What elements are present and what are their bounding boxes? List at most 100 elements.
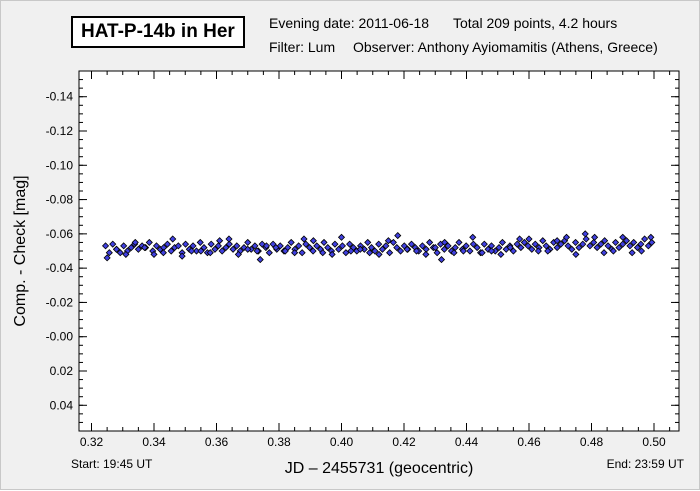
data-point [346, 240, 354, 248]
y-tick-label: 0.02 [50, 364, 74, 378]
data-point [187, 247, 196, 255]
data-point [300, 235, 308, 243]
data-point [403, 245, 411, 253]
data-point [347, 247, 355, 255]
x-tick-label: 0.44 [455, 435, 479, 449]
data-point [582, 235, 590, 243]
data-point [105, 249, 113, 257]
data-point [626, 242, 634, 250]
x-tick-label: 0.42 [392, 435, 416, 449]
data-point [265, 249, 273, 257]
data-point [371, 247, 379, 255]
y-tick-label: -0.04 [46, 261, 74, 275]
data-point [342, 249, 350, 257]
data-point [218, 247, 226, 255]
y-tick-label: -0.12 [46, 124, 74, 138]
data-point [571, 238, 580, 246]
data-point [524, 242, 532, 250]
data-point [450, 249, 458, 257]
data-point [337, 233, 346, 241]
data-point [253, 247, 261, 255]
y-axis-title: Comp. - Check [mag] [12, 175, 29, 326]
y-tick-label: -0.08 [46, 193, 74, 207]
data-point [426, 238, 434, 246]
data-point [211, 245, 219, 253]
data-point [309, 247, 317, 255]
data-point [568, 245, 576, 253]
evening-date-label: Evening date: 2011-06-18 [269, 15, 430, 31]
x-tick-label: 0.48 [580, 435, 604, 449]
data-point [601, 237, 609, 245]
data-point [525, 235, 533, 243]
data-point [152, 242, 161, 250]
data-point [520, 238, 528, 246]
y-tick-label: 0.04 [50, 398, 74, 412]
observer-label: Observer: Anthony Ayiomamitis (Athens, G… [353, 39, 658, 55]
data-point [141, 244, 149, 252]
data-point [462, 242, 470, 250]
data-point [622, 237, 631, 245]
data-point [539, 237, 547, 245]
data-point [437, 256, 446, 264]
data-point [366, 249, 374, 257]
data-point [473, 244, 481, 252]
data-point [469, 233, 477, 241]
data-point [150, 250, 158, 258]
data-point [619, 233, 627, 241]
data-point [517, 244, 525, 252]
data-point [386, 249, 394, 257]
data-point [306, 244, 314, 252]
data-point [459, 247, 467, 255]
data-point [178, 252, 186, 260]
data-point [214, 242, 222, 250]
data-point [134, 245, 142, 253]
data-point [234, 250, 242, 258]
data-point [328, 250, 336, 258]
data-point [418, 242, 427, 250]
data-point [244, 245, 252, 253]
total-points-label: Total 209 points, 4.2 hours [453, 15, 618, 31]
x-tick-label: 0.50 [642, 435, 666, 449]
data-point [302, 240, 310, 248]
data-point [637, 240, 645, 248]
data-point [384, 237, 392, 245]
x-tick-label: 0.38 [267, 435, 291, 449]
data-point [542, 242, 550, 250]
data-point [122, 250, 130, 258]
data-point [609, 247, 617, 255]
data-point [444, 242, 452, 250]
data-point [197, 247, 205, 255]
data-point [375, 250, 383, 258]
data-point [534, 247, 542, 255]
data-point [469, 240, 477, 248]
data-point [487, 247, 496, 255]
data-point [455, 238, 463, 246]
data-point [189, 242, 197, 250]
data-point [262, 242, 271, 250]
data-point [394, 232, 402, 240]
data-point [338, 242, 347, 250]
data-point [233, 242, 241, 250]
data-point [364, 238, 372, 246]
data-point [513, 240, 521, 248]
x-axis-title: JD – 2455731 (geocentric) [285, 460, 474, 477]
filter-label: Filter: Lum [269, 39, 336, 55]
data-point [579, 240, 587, 248]
data-point [498, 238, 507, 246]
data-point [287, 238, 295, 246]
data-point [644, 242, 652, 250]
data-point [309, 237, 317, 245]
data-point [628, 249, 636, 257]
data-point [440, 245, 448, 253]
data-point [466, 247, 474, 255]
data-point [127, 244, 135, 252]
data-point [516, 235, 524, 243]
data-point [196, 238, 204, 246]
x-tick-label: 0.40 [330, 435, 354, 449]
data-point [131, 238, 139, 246]
data-point [103, 254, 111, 262]
data-point [531, 240, 539, 248]
data-point [244, 238, 252, 246]
